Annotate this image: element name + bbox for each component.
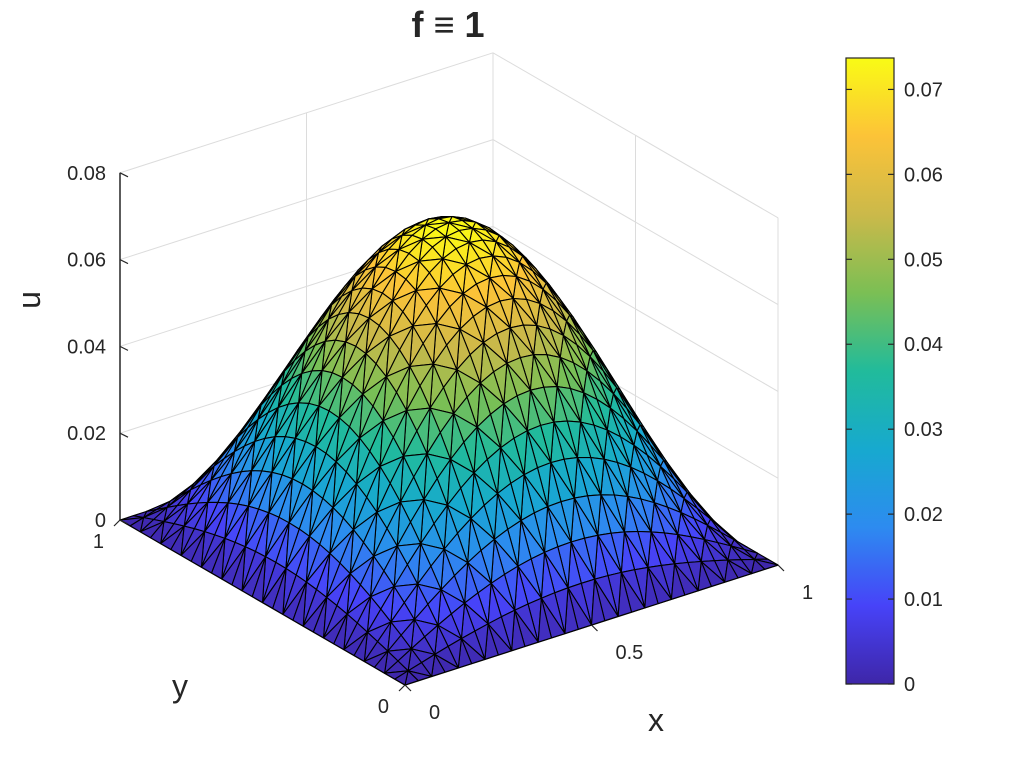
colorbar-tick-label: 0	[904, 674, 915, 696]
z-tick-label: 0.06	[67, 250, 106, 272]
z-tick-label: 0.02	[67, 423, 106, 445]
surface-face	[333, 613, 348, 651]
x-axis-label: x	[648, 702, 664, 738]
z-tick-label: 0	[95, 510, 106, 532]
colorbar-tick-label: 0.06	[904, 164, 943, 186]
z-tick-mark	[119, 172, 129, 178]
surface-face	[373, 650, 389, 674]
colorbar-tick-label: 0.04	[904, 334, 943, 356]
surface-face	[292, 581, 307, 627]
y-axis-label: y	[172, 668, 188, 704]
colorbar	[845, 57, 895, 685]
surface-face	[590, 578, 606, 626]
surface-face	[724, 559, 739, 583]
z-tick-label: 0.04	[67, 336, 106, 358]
y-tick-label: 0	[378, 696, 389, 718]
x-tick-mark	[777, 564, 785, 572]
x-tick-label: 0.5	[616, 642, 644, 664]
colorbar-tick-label: 0.05	[904, 249, 943, 271]
z-axis-label: u	[11, 291, 47, 309]
surface-face	[670, 563, 686, 600]
chart-title: f ≡ 1	[411, 4, 484, 45]
surface-face	[149, 521, 165, 545]
surface-mesh	[119, 215, 779, 686]
colorbar-tick-label: 0.02	[904, 504, 943, 526]
colorbar-tick-label: 0.01	[904, 589, 943, 611]
x-tick-label: 1	[802, 582, 813, 604]
z-tick-mark	[119, 345, 129, 351]
colorbar-gradient	[845, 57, 895, 685]
z-tick-mark	[119, 259, 129, 265]
colorbar-ticks: 0 0.01 0.02 0.03 0.04 0.05 0.06 0.07	[846, 79, 943, 696]
z-tick-label: 0.08	[67, 163, 106, 185]
y-tick-label: 1	[93, 531, 104, 553]
surface-face	[190, 531, 206, 568]
surface-face	[644, 566, 659, 609]
z-tick-mark	[119, 432, 129, 438]
surface-face	[353, 631, 368, 662]
surface-face	[272, 567, 287, 615]
surface-face	[251, 556, 267, 604]
surface-face	[537, 597, 553, 643]
x-tick-mark	[404, 684, 412, 692]
colorbar-tick-label: 0.03	[904, 419, 943, 441]
surface-face	[129, 517, 145, 533]
y-tick-mark	[113, 519, 121, 527]
surface-face	[394, 670, 409, 686]
z-tick-mark	[119, 519, 129, 525]
y-tick-mark	[398, 684, 406, 692]
surface-face	[231, 546, 246, 592]
x-tick-label: 0	[429, 702, 440, 724]
surface-face	[211, 537, 226, 580]
colorbar-tick-label: 0.07	[904, 79, 943, 101]
x-tick-mark	[591, 624, 598, 632]
